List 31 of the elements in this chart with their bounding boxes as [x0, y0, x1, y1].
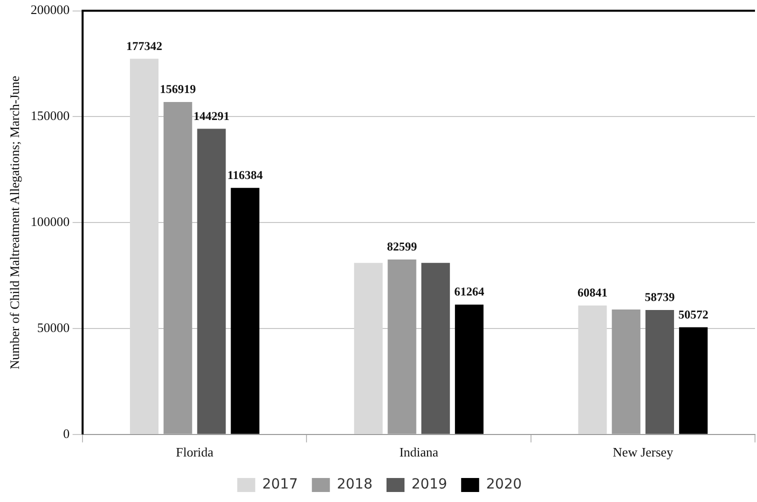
legend-label: 2019	[412, 476, 448, 493]
y-tick-label: 100000	[30, 214, 70, 230]
y-tick-label: 50000	[37, 320, 70, 335]
y-axis-title: Number of Child Maltreatment Allegations; March-June	[7, 76, 22, 370]
data-label: 177342	[126, 38, 162, 53]
legend-label: 2020	[486, 476, 522, 493]
bar	[130, 58, 159, 434]
data-label: 58739	[644, 290, 675, 304]
bar	[230, 188, 260, 434]
x-tick-label: Indiana	[399, 444, 439, 460]
data-label: 156919	[160, 82, 196, 96]
x-tick-label: Florida	[176, 444, 214, 460]
y-tick-label: 150000	[30, 108, 70, 124]
data-label: 61264	[454, 284, 484, 299]
y-tick-label: 0	[63, 426, 70, 441]
bar	[454, 304, 484, 434]
bar	[421, 262, 450, 434]
bar	[578, 306, 607, 434]
data-label: 60841	[578, 286, 608, 300]
data-label: 116384	[227, 168, 263, 182]
y-tick-label: 200000	[30, 2, 70, 18]
x-tick-label: New Jersey	[612, 444, 674, 460]
bar	[354, 262, 383, 434]
legend-label: 2018	[336, 476, 373, 493]
bar	[679, 327, 708, 434]
legend-label: 2017	[262, 476, 298, 493]
bar	[197, 128, 226, 434]
data-label: 50572	[678, 307, 708, 322]
data-label: 144291	[193, 108, 230, 123]
data-label: 82599	[386, 240, 417, 254]
bar	[645, 310, 674, 434]
